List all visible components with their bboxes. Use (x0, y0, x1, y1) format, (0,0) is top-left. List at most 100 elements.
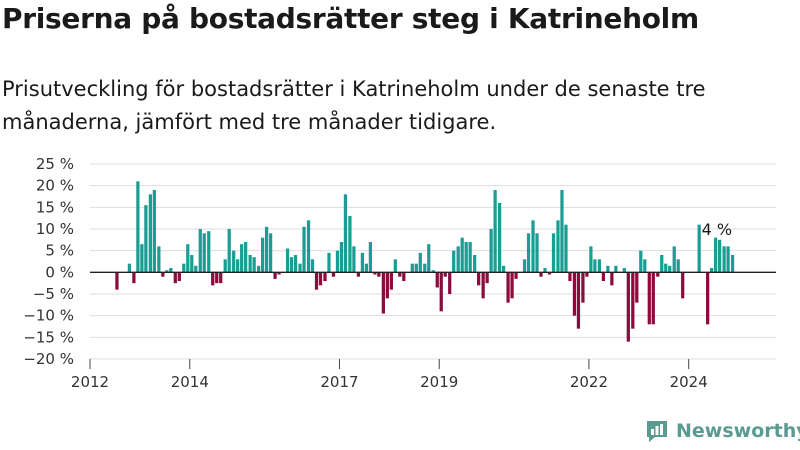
y-tick-label: 5 % (45, 242, 74, 260)
bar-negative (161, 272, 165, 277)
bar-positive (202, 233, 206, 273)
bar-negative (581, 272, 585, 303)
bar-negative (510, 272, 514, 299)
bar-positive (730, 255, 735, 273)
bar-positive (418, 252, 422, 273)
x-tick-label: 2019 (420, 373, 458, 390)
bar-positive (551, 233, 556, 273)
bar-positive (298, 263, 302, 273)
bar-positive (144, 205, 148, 273)
bar-positive (606, 265, 610, 273)
bar-negative (481, 272, 485, 299)
bar-positive (302, 226, 306, 273)
bar-positive (182, 263, 186, 273)
bar-positive (718, 239, 722, 273)
bar-positive (668, 265, 672, 273)
bar-negative (572, 272, 577, 316)
bar-positive (497, 203, 502, 273)
bar-negative (443, 272, 447, 277)
bar-positive (456, 246, 460, 273)
bar-negative (132, 272, 136, 284)
bar-negative (547, 272, 552, 275)
bar-positive (352, 246, 356, 273)
bar-positive (285, 248, 290, 273)
bar-negative (626, 272, 630, 342)
y-tick-label: 0 % (45, 263, 74, 281)
bar-positive (543, 268, 547, 273)
y-tick-label: 15 % (36, 198, 74, 216)
bar-positive (564, 224, 568, 273)
bar-positive (393, 259, 397, 273)
newsworthy-brand[interactable]: Newsworthy (644, 418, 800, 444)
bar-positive (622, 268, 626, 273)
bar-negative (219, 272, 223, 284)
bar-negative (273, 272, 277, 279)
bar-negative (356, 272, 361, 277)
bar-positive (676, 259, 680, 273)
bar-positive (643, 259, 647, 273)
bar-positive (427, 244, 431, 273)
x-tick-label: 2022 (570, 373, 608, 390)
y-tick-label: −10 % (23, 307, 74, 325)
bar-positive (140, 244, 144, 273)
bar-positive (232, 250, 236, 273)
bar-negative (318, 272, 323, 286)
bar-positive (639, 250, 643, 273)
bar-negative (173, 272, 177, 284)
bar-negative (398, 272, 402, 277)
bar-positive (223, 259, 227, 273)
bar-positive (672, 246, 676, 273)
bar-positive (493, 190, 497, 273)
bar-positive (261, 237, 265, 273)
bar-negative (381, 272, 385, 314)
bar-positive (597, 259, 601, 273)
bar-positive (410, 263, 414, 273)
bar-positive (360, 252, 365, 273)
y-tick-label: 10 % (36, 220, 74, 238)
bar-positive (264, 226, 269, 273)
bar-negative (389, 272, 393, 290)
bar-negative (277, 272, 281, 275)
bar-positive (244, 242, 248, 273)
bar-positive (531, 220, 535, 273)
bar-positive (522, 259, 527, 273)
bar-positive (248, 255, 252, 273)
bar-negative (568, 272, 572, 281)
bar-positive (414, 263, 418, 273)
bar-negative (331, 272, 336, 277)
bar-positive (714, 237, 718, 273)
x-tick-label: 2024 (670, 373, 708, 390)
bar-positive (240, 244, 244, 273)
bar-positive (535, 233, 539, 273)
bar-positive (169, 268, 173, 273)
bar-positive (722, 246, 726, 273)
bar-positive (460, 237, 464, 273)
bar-negative (448, 272, 452, 294)
bar-positive (468, 242, 472, 273)
chart-subtitle: Prisutveckling för bostadsrätter i Katri… (2, 77, 706, 134)
bar-negative (706, 272, 710, 325)
bar-positive (464, 242, 468, 273)
bar-positive (526, 233, 531, 273)
bar-positive (364, 263, 369, 273)
y-tick-label: 25 % (36, 155, 74, 173)
bar-negative (323, 272, 327, 281)
bar-positive (556, 220, 560, 273)
bar-negative (506, 272, 510, 303)
bar-negative (656, 272, 660, 277)
bar-positive (431, 270, 435, 273)
bar-positive (268, 233, 273, 273)
bar-negative (377, 272, 381, 277)
chart-title: Priserna på bostadsrätter steg i Katrine… (2, 2, 699, 35)
newsworthy-logo-icon (647, 421, 667, 442)
bar-positive (452, 250, 456, 273)
bar-negative (477, 272, 481, 286)
x-tick-label: 2012 (71, 373, 109, 390)
bar-positive (348, 216, 352, 273)
bar-positive (148, 194, 152, 273)
y-tick-label: −20 % (23, 350, 74, 368)
bar-negative (211, 272, 215, 286)
bar-positive (136, 181, 140, 273)
y-tick-label: −15 % (23, 328, 74, 346)
x-tick-label: 2017 (320, 373, 358, 390)
